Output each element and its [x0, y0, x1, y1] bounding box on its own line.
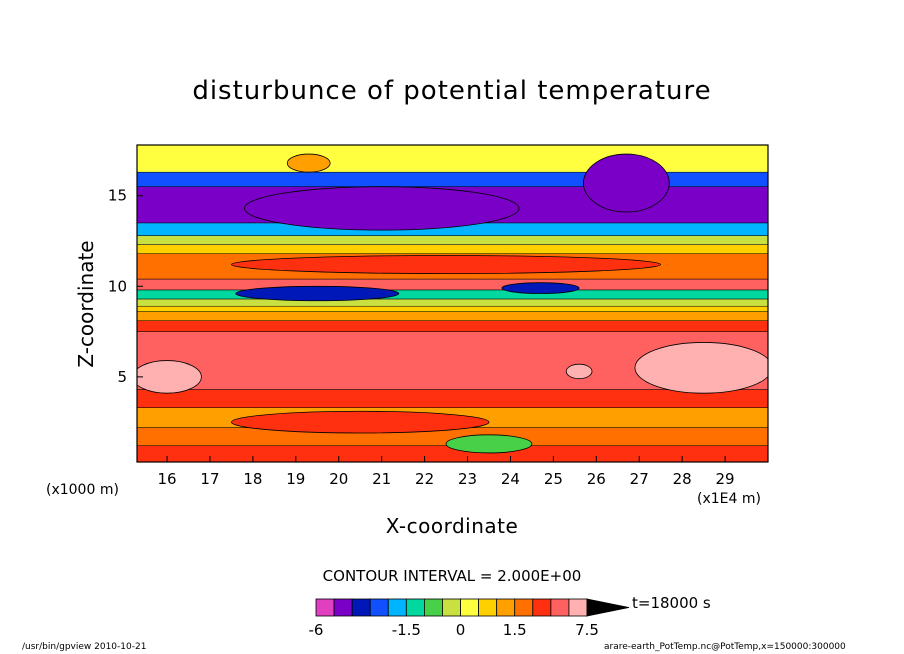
chart-title: disturbunce of potential temperature: [192, 76, 712, 106]
x-tick-label: 18: [243, 470, 262, 488]
contour-patch: [286, 153, 331, 173]
colorbar-segment: [387, 598, 407, 617]
contour-patch: [231, 410, 490, 434]
x-tick-label: 22: [415, 470, 434, 488]
x-ticks: 16 17 18 19 20 21 22 23 24 25 26 27 28 29: [158, 456, 735, 488]
colorbar-segment: [442, 598, 461, 617]
colorbar-segment: [478, 598, 498, 617]
colorbar-label: -6: [309, 621, 324, 639]
time-label: t=18000 s: [632, 594, 711, 612]
colorbar-label: 7.5: [575, 621, 599, 639]
x-tick-label: 19: [286, 470, 305, 488]
x-tick-label: 28: [673, 470, 692, 488]
contour-band: [137, 244, 768, 254]
colorbar-segment: [514, 598, 534, 617]
plot-area: [137, 145, 768, 462]
x-tick-label: 26: [587, 470, 606, 488]
contour-band: [137, 320, 768, 332]
contour-band: [137, 145, 768, 173]
contour-band: [137, 235, 768, 245]
y-tick-label: 15: [108, 187, 127, 205]
x-tick-label: 16: [158, 470, 177, 488]
contour-patch: [235, 285, 400, 302]
colorbar-segment: [369, 598, 389, 617]
contour-patch: [565, 363, 593, 380]
y-tick-label: 5: [117, 368, 127, 386]
colorbar-segment: [315, 598, 335, 617]
colorbar: -6 -1.5 0 1.5 7.5: [309, 598, 630, 639]
plot-frame: [136, 144, 769, 463]
y-axis-unit: (x1000 m): [46, 482, 119, 498]
x-axis-label: X-coordinate: [385, 514, 519, 538]
colorbar-segment: [532, 598, 552, 617]
x-tick-label: 23: [458, 470, 477, 488]
x-tick-label: 21: [372, 470, 391, 488]
contour-band: [137, 305, 768, 312]
colorbar-label: 1.5: [503, 621, 527, 639]
x-tick-label: 20: [329, 470, 348, 488]
y-ticks: 5 10 15: [108, 187, 143, 386]
x-tick-label: 24: [501, 470, 520, 488]
contour-band: [137, 289, 768, 300]
footer-right: arare-earth_PotTemp.nc@PotTemp,x=150000:…: [604, 642, 846, 652]
colorbar-arrow: [586, 598, 630, 617]
contour-band: [137, 298, 768, 307]
contour-band: [137, 278, 768, 291]
contour-patch: [445, 434, 533, 454]
x-tick-label: 17: [200, 470, 219, 488]
colorbar-segment: [405, 598, 425, 617]
colorbar-segment: [351, 598, 371, 617]
colorbar-segment: [496, 598, 516, 617]
contour-patch: [501, 282, 580, 294]
colorbar-segment: [550, 598, 570, 617]
contour-band: [137, 311, 768, 321]
x-tick-label: 29: [716, 470, 735, 488]
contour-patch: [231, 255, 662, 275]
colorbar-segment: [423, 598, 443, 617]
y-tick-label: 10: [108, 277, 127, 295]
x-tick-label: 25: [544, 470, 563, 488]
footer-left: /usr/bin/gpview 2010-10-21: [22, 642, 147, 652]
contour-band: [137, 389, 768, 408]
contour-patch: [243, 186, 520, 231]
colorbar-segment: [568, 598, 588, 617]
colorbar-label: 0: [456, 621, 466, 639]
colorbar-segment: [333, 598, 353, 617]
contour-patch: [634, 342, 768, 394]
contour-band: [137, 171, 768, 187]
colorbar-segment: [460, 598, 479, 617]
x-tick-label: 27: [630, 470, 649, 488]
contour-patch: [137, 360, 202, 394]
contour-interval: CONTOUR INTERVAL = 2.000E+00: [322, 567, 582, 585]
colorbar-label: -1.5: [392, 621, 421, 639]
x-axis-unit: (x1E4 m): [697, 491, 761, 507]
contour-patch: [583, 153, 670, 213]
